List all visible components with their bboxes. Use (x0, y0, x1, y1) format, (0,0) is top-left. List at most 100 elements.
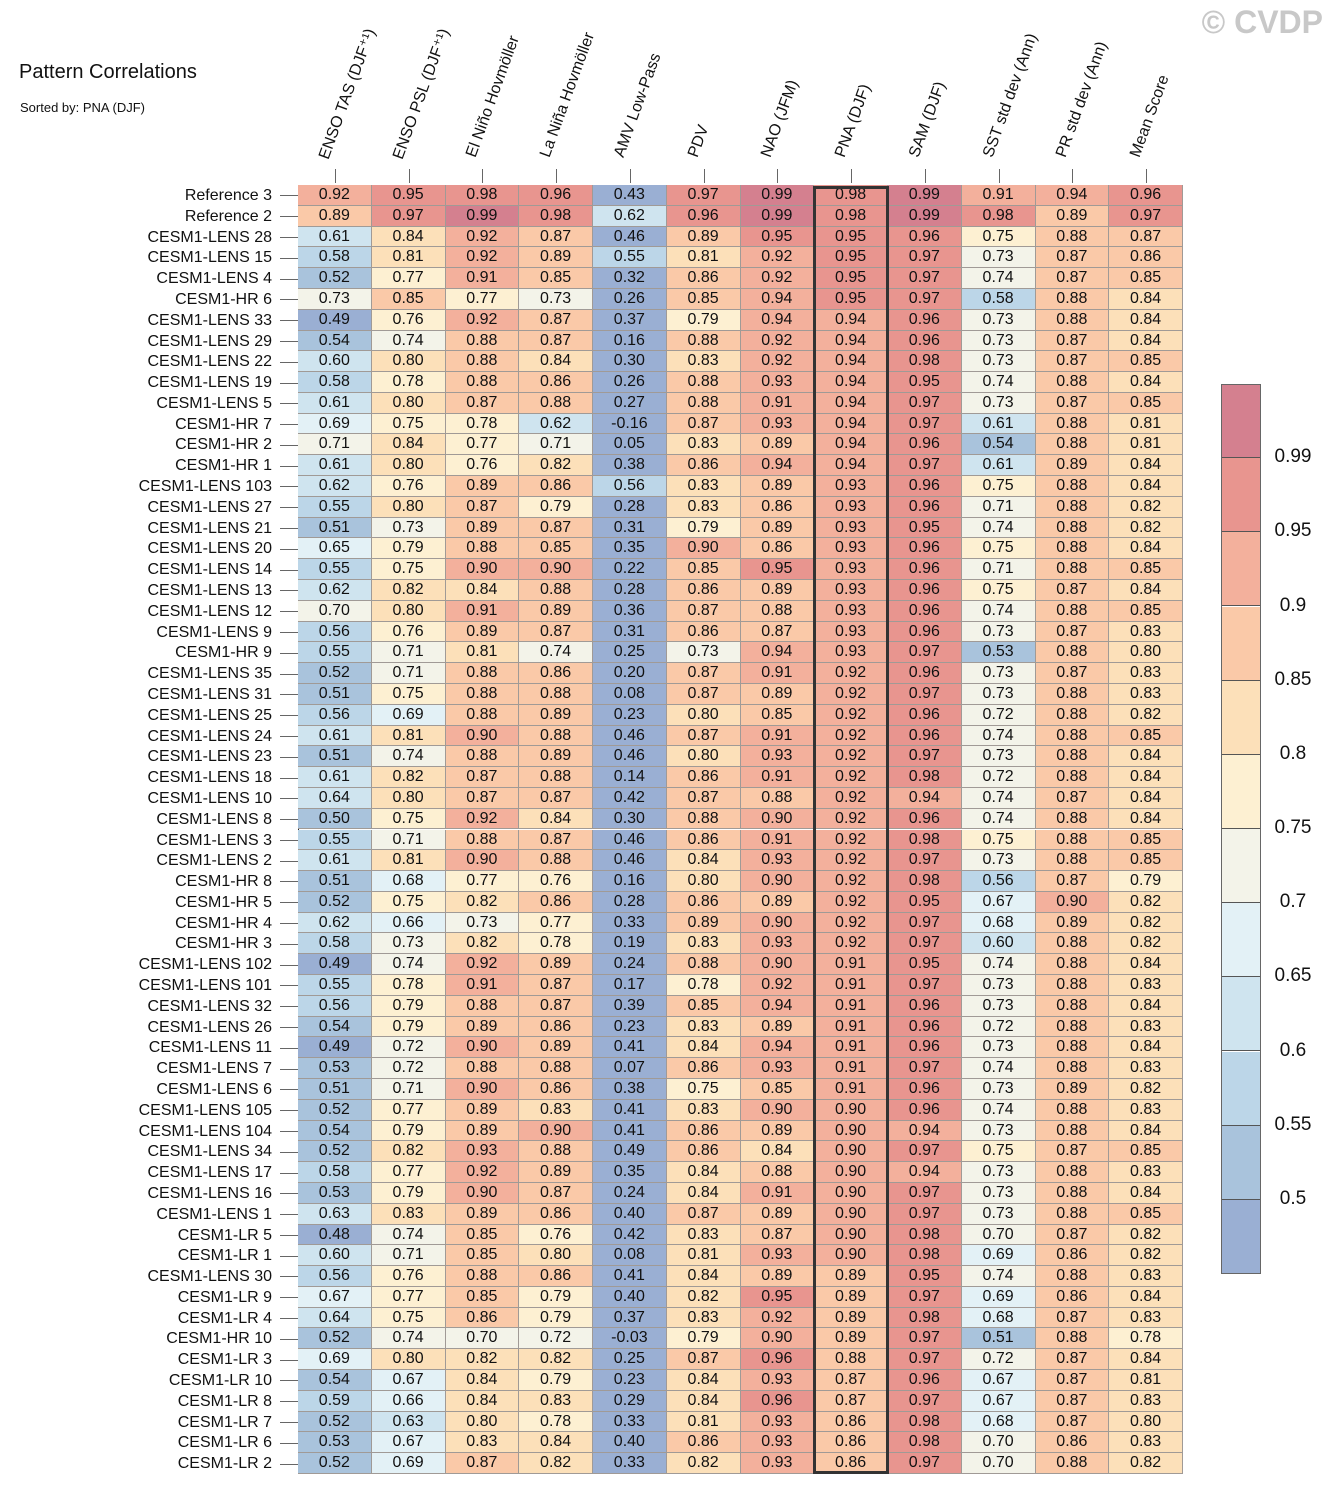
heatmap-cell: 0.87 (1035, 1349, 1110, 1371)
heatmap-cell: 0.93 (814, 621, 888, 643)
heatmap-cell: 0.93 (814, 559, 888, 580)
heatmap-cell: 0.87 (666, 787, 741, 809)
heatmap-cell: 0.73 (445, 912, 520, 934)
heatmap-cell: 0.96 (888, 725, 962, 747)
colorbar-tick-label: 0.5 (1279, 1187, 1307, 1209)
heatmap-cell: 0.73 (961, 621, 1036, 643)
heatmap-cell: 0.33 (593, 1411, 667, 1433)
heatmap-cell: 0.90 (814, 1120, 888, 1142)
heatmap-cell: 0.79 (666, 309, 741, 331)
heatmap-cell: 0.81 (666, 247, 741, 269)
row-tick (280, 673, 298, 675)
heatmap-cell: 0.82 (1109, 1453, 1183, 1474)
heatmap-cell: 0.98 (888, 1245, 962, 1267)
heatmap-cell: 0.82 (1109, 912, 1183, 934)
heatmap-cell: 0.90 (1035, 891, 1110, 913)
heatmap-cell: 0.40 (593, 1432, 667, 1454)
heatmap-cell: 0.56 (298, 995, 372, 1017)
heatmap-cell: 0.96 (888, 1037, 962, 1059)
heatmap-cell: 0.86 (519, 663, 593, 684)
heatmap-cell: 0.96 (888, 1370, 962, 1391)
heatmap-cell: 0.75 (371, 683, 446, 705)
heatmap-cell: 0.82 (445, 891, 520, 913)
heatmap-cell: 0.73 (961, 975, 1036, 996)
heatmap-cell: 0.87 (1035, 392, 1110, 414)
heatmap-cell: 0.97 (888, 455, 962, 477)
heatmap-cell: 0.73 (961, 351, 1036, 373)
heatmap-cell: 0.74 (961, 1266, 1036, 1287)
heatmap-cell: 0.98 (445, 185, 520, 206)
heatmap-cell: 0.70 (961, 1432, 1036, 1454)
heatmap-cell: 0.84 (1109, 995, 1183, 1017)
heatmap-cell: 0.87 (445, 787, 520, 809)
heatmap-cell: 0.32 (593, 268, 667, 289)
heatmap-cell: 0.54 (298, 1370, 372, 1391)
heatmap-cell: 0.23 (593, 1370, 667, 1391)
heatmap-cell: 0.90 (814, 1245, 888, 1267)
heatmap-cell: 0.86 (1109, 247, 1183, 269)
heatmap-cell: 0.95 (814, 247, 888, 269)
heatmap-cell: 0.27 (593, 392, 667, 414)
heatmap-cell: 0.75 (961, 538, 1036, 560)
heatmap-cell: 0.93 (814, 538, 888, 560)
heatmap-cell: 0.81 (1109, 434, 1183, 456)
heatmap-cell: 0.83 (1109, 1016, 1183, 1038)
heatmap-cell: 0.95 (888, 891, 962, 913)
heatmap-cell: 0.80 (371, 392, 446, 414)
heatmap-cell: 0.88 (1035, 642, 1110, 664)
heatmap-cell: 0.82 (371, 767, 446, 788)
heatmap-cell: 0.93 (740, 1453, 815, 1474)
heatmap-cell: 0.97 (1109, 205, 1183, 227)
heatmap-cell: 0.53 (298, 1432, 372, 1454)
heatmap-cell: 0.85 (371, 288, 446, 310)
heatmap-cell: 0.37 (593, 309, 667, 331)
heatmap-cell: 0.55 (298, 559, 372, 580)
heatmap-cell: 0.89 (445, 1120, 520, 1142)
row-label: CESM1-LENS 8 (156, 810, 272, 828)
heatmap-cell: 0.69 (961, 1245, 1036, 1267)
row-label: CESM1-LENS 23 (147, 748, 273, 766)
heatmap-cell: 0.89 (740, 517, 815, 539)
heatmap-cell: 0.85 (1109, 600, 1183, 622)
heatmap-cell: 0.85 (1109, 1141, 1183, 1163)
heatmap-cell: 0.82 (1109, 1078, 1183, 1100)
heatmap-cell: 0.97 (888, 1453, 962, 1474)
heatmap-cell: 0.85 (666, 559, 741, 580)
heatmap-cell: 0.33 (593, 1453, 667, 1474)
heatmap-cell: 0.93 (740, 850, 815, 872)
heatmap-cell: 0.84 (1109, 455, 1183, 477)
heatmap-cell: 0.94 (740, 455, 815, 477)
heatmap-cell: 0.79 (519, 1286, 593, 1308)
heatmap-cell: 0.86 (519, 891, 593, 913)
heatmap-cell: 0.42 (593, 1224, 667, 1246)
heatmap-cell: 0.84 (1109, 330, 1183, 352)
row-tick (280, 382, 298, 384)
row-tick (280, 486, 298, 488)
heatmap-cell: 0.88 (445, 683, 520, 705)
heatmap-cell: 0.93 (740, 1411, 815, 1433)
heatmap-cell: 0.84 (1109, 1286, 1183, 1308)
heatmap-cell: 0.73 (961, 1182, 1036, 1204)
heatmap-cell: 0.88 (740, 787, 815, 809)
heatmap-cell: 0.92 (445, 247, 520, 269)
heatmap-cell: 0.75 (371, 1307, 446, 1329)
heatmap-cell: 0.83 (666, 351, 741, 373)
heatmap-cell: 0.99 (740, 185, 815, 206)
heatmap-cell: 0.87 (1035, 580, 1110, 601)
heatmap-cell: 0.51 (298, 683, 372, 705)
heatmap-cell: 0.96 (888, 600, 962, 622)
heatmap-cell: 0.89 (1035, 1078, 1110, 1100)
heatmap-cell: 0.88 (1035, 1328, 1110, 1350)
heatmap-cell: 0.46 (593, 746, 667, 768)
heatmap-cell: 0.83 (1109, 1432, 1183, 1454)
row-label: CESM1-LENS 14 (147, 561, 273, 579)
heatmap-cell: 0.74 (519, 642, 593, 664)
heatmap-cell: 0.88 (1035, 933, 1110, 955)
heatmap-cell: 0.92 (814, 663, 888, 684)
heatmap-cell: 0.87 (445, 392, 520, 414)
row-label: CESM1-LENS 101 (138, 977, 272, 995)
heatmap-cell: 0.74 (961, 1058, 1036, 1079)
heatmap-cell: 0.84 (1109, 309, 1183, 331)
heatmap-cell: 0.85 (740, 704, 815, 726)
heatmap-cell: 0.82 (519, 455, 593, 477)
